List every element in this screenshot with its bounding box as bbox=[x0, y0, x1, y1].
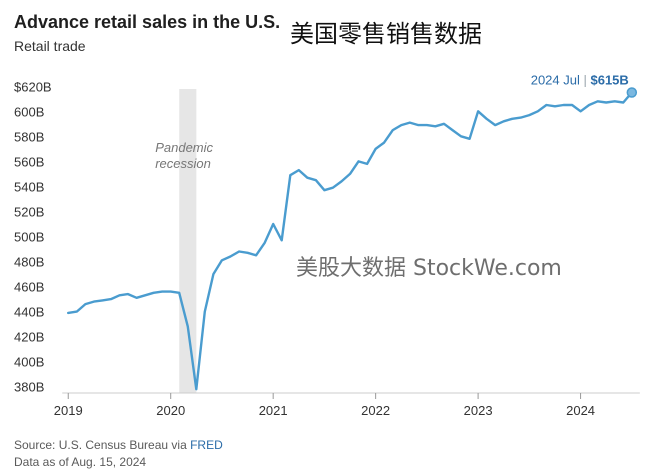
callout-value: $615B bbox=[590, 73, 628, 88]
y-tick-label: 600B bbox=[14, 104, 44, 119]
recession-shading bbox=[179, 89, 197, 393]
y-tick-label: 400B bbox=[14, 355, 44, 370]
latest-data-point bbox=[626, 87, 638, 98]
y-tick-label: 580B bbox=[14, 129, 44, 144]
fred-link[interactable]: FRED bbox=[190, 438, 223, 452]
x-tick-label: 2021 bbox=[259, 403, 288, 418]
y-tick-label: 500B bbox=[14, 230, 44, 245]
y-tick-label: 560B bbox=[14, 154, 44, 169]
x-tick-label: 2022 bbox=[361, 403, 390, 418]
callout-separator: | bbox=[583, 73, 590, 88]
y-tick-label: 480B bbox=[14, 255, 44, 270]
watermark-text: 美股大数据 StockWe.com bbox=[296, 256, 562, 281]
latest-value-callout: 2024 Jul | $615B bbox=[531, 73, 629, 88]
y-tick-label: 380B bbox=[14, 380, 44, 395]
y-tick-label: 520B bbox=[14, 204, 44, 219]
chart-subtitle: Retail trade bbox=[14, 38, 86, 54]
y-tick-label: 440B bbox=[14, 305, 44, 320]
source-note: Source: U.S. Census Bureau via FRED bbox=[14, 438, 223, 452]
x-tick-label: 2023 bbox=[464, 403, 493, 418]
recession-label-line2: recession bbox=[155, 156, 211, 171]
y-tick-label: 420B bbox=[14, 330, 44, 345]
callout-date: 2024 Jul bbox=[531, 73, 584, 88]
y-tick-label: 460B bbox=[14, 280, 44, 295]
recession-label-line1: Pandemic bbox=[155, 140, 213, 155]
series-line bbox=[67, 91, 633, 391]
x-tick-label: 2020 bbox=[156, 403, 185, 418]
chinese-title: 美国零售销售数据 bbox=[290, 20, 482, 48]
x-tick-label: 2024 bbox=[566, 403, 595, 418]
y-tick-label: $620B bbox=[14, 79, 52, 94]
x-tick-label: 2019 bbox=[54, 403, 83, 418]
y-tick-label: 540B bbox=[14, 179, 44, 194]
source-prefix: Source: U.S. Census Bureau via bbox=[14, 438, 191, 452]
data-date-note: Data as of Aug. 15, 2024 bbox=[14, 455, 147, 469]
chart-title: Advance retail sales in the U.S. bbox=[14, 12, 281, 32]
